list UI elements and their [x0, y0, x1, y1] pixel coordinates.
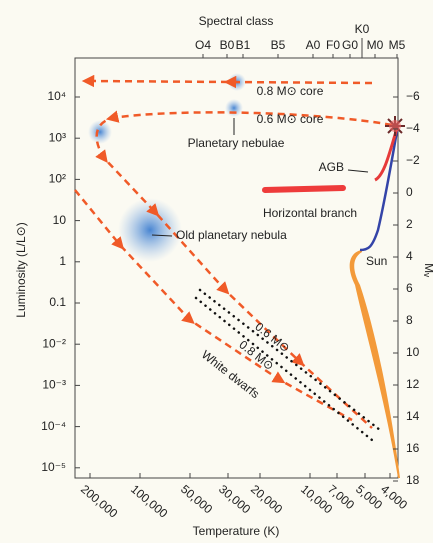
temperature-title: Temperature (K) — [193, 524, 280, 538]
magnitude-label: 8 — [406, 313, 413, 327]
magnitude-label: 16 — [406, 441, 420, 455]
magnitude-title: Mᵥ — [422, 263, 433, 277]
spectral-label: A0 — [306, 38, 321, 52]
annotation: Old planetary nebula — [176, 228, 287, 242]
plot-frame — [75, 58, 398, 478]
luminosity-label: 10² — [49, 172, 66, 186]
magnitude-label: −4 — [406, 121, 420, 135]
horizontal-branch — [265, 188, 343, 190]
temperature-label: 30,000 — [216, 482, 253, 517]
spectral-label: B1 — [236, 38, 251, 52]
magnitude-label: 18 — [406, 473, 420, 487]
spectral-label: K0 — [355, 22, 370, 36]
magnitude-label: 2 — [406, 217, 413, 231]
temperature-label: 200,000 — [78, 482, 120, 521]
annotation: 0.6 M⊙ core — [257, 112, 324, 126]
temperature-label: 5,000 — [353, 482, 385, 512]
luminosity-label: 10⁻² — [42, 336, 66, 350]
spectral-label: B5 — [271, 38, 286, 52]
annotation: Horizontal branch — [263, 206, 357, 220]
temperature-label: 20,000 — [248, 482, 285, 517]
annotation: AGB — [319, 160, 344, 174]
nebula — [88, 120, 112, 144]
magnitude-label: 10 — [406, 345, 420, 359]
magnitude-label: 4 — [406, 249, 413, 263]
luminosity-label: 10⁻⁴ — [41, 419, 66, 433]
luminosity-label: 10⁴ — [47, 89, 66, 103]
agb-star-glow — [389, 120, 401, 132]
magnitude-label: 12 — [406, 377, 420, 391]
magnitude-label: 14 — [406, 409, 420, 423]
annotation: Sun — [366, 254, 387, 268]
temperature-label: 100,000 — [128, 482, 170, 521]
spectral-label: O4 — [195, 38, 211, 52]
magnitude-label: 0 — [406, 185, 413, 199]
luminosity-label: 10⁻⁵ — [41, 460, 66, 474]
spectral-label: M5 — [389, 38, 406, 52]
temperature-label: 50,000 — [178, 482, 215, 517]
spectral-label: G0 — [342, 38, 358, 52]
magnitude-label: 6 — [406, 281, 413, 295]
spectral-label: B0 — [220, 38, 235, 52]
luminosity-label: 10³ — [49, 130, 66, 144]
annotation: Planetary nebulae — [188, 136, 285, 150]
spectral-label: M0 — [367, 38, 384, 52]
luminosity-label: 10⁻³ — [42, 378, 66, 392]
magnitude-label: −6 — [406, 89, 420, 103]
magnitude-label: −2 — [406, 153, 420, 167]
nebula — [225, 99, 243, 117]
annotation: 0.8 M⊙ core — [257, 84, 324, 98]
luminosity-title: Luminosity (L/L⊙) — [14, 222, 28, 317]
luminosity-label: 0.1 — [49, 295, 66, 309]
luminosity-label: 1 — [59, 254, 66, 268]
spectral-label: F0 — [326, 38, 340, 52]
hr-diagram: Spectral class Temperature (K) Luminosit… — [0, 0, 433, 543]
luminosity-label: 10 — [53, 213, 67, 227]
spectral-title: Spectral class — [199, 14, 274, 28]
